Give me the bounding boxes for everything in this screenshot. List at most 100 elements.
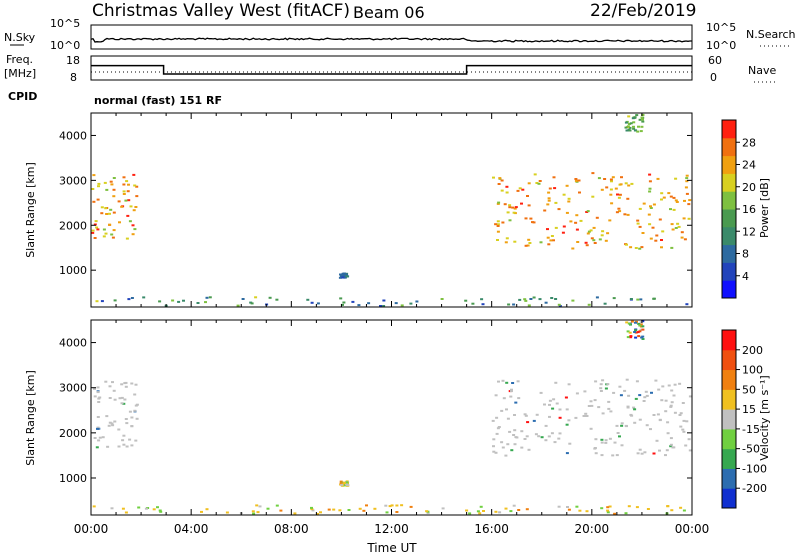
data-point [634, 331, 638, 334]
data-point [520, 430, 524, 433]
data-point [589, 229, 593, 232]
date-label: 22/Feb/2019 [590, 1, 696, 21]
data-point [685, 177, 689, 180]
data-point [628, 126, 632, 129]
data-point [524, 299, 528, 302]
data-point [548, 399, 552, 402]
data-point [524, 217, 528, 220]
data-point [629, 122, 633, 125]
data-point [685, 420, 689, 423]
data-point [520, 202, 523, 205]
data-point [590, 404, 594, 407]
data-point [625, 378, 629, 381]
data-point [577, 179, 581, 182]
data-point [123, 398, 127, 401]
data-point [504, 507, 508, 510]
data-point [656, 177, 660, 180]
data-point [106, 445, 110, 448]
data-point [611, 176, 615, 179]
noise-right-tick-bottom: 10^0 [706, 39, 736, 52]
data-point [683, 199, 686, 202]
data-point [566, 506, 569, 508]
data-point [594, 452, 598, 455]
data-point [125, 445, 129, 448]
data-point [600, 441, 604, 444]
data-point [688, 449, 692, 452]
data-point [547, 243, 551, 246]
data-point [508, 430, 512, 433]
data-point [616, 432, 620, 434]
colorbar-tick-label: 8 [742, 248, 749, 261]
colorbar-tick-label: -15 [742, 423, 760, 436]
data-point [96, 391, 100, 394]
data-point [645, 394, 649, 397]
data-point [592, 239, 596, 242]
data-point [648, 187, 652, 190]
data-point [640, 452, 644, 455]
data-point [152, 508, 156, 511]
data-point [627, 123, 631, 125]
data-point [500, 179, 504, 182]
data-point [518, 187, 522, 190]
velocity-data-points [92, 320, 692, 515]
data-point [525, 435, 529, 438]
data-point [574, 221, 578, 224]
data-point [558, 432, 562, 435]
data-point [565, 408, 569, 411]
data-point [624, 182, 628, 185]
data-point [135, 195, 139, 198]
data-point [464, 299, 468, 302]
data-point [512, 504, 516, 507]
data-point [500, 189, 504, 192]
data-point [527, 204, 531, 207]
data-point [512, 211, 516, 214]
data-point [674, 177, 678, 180]
data-point [395, 504, 399, 507]
data-point [665, 449, 669, 452]
freq-left-tick-bottom: 8 [70, 71, 77, 84]
data-point [497, 380, 500, 383]
data-point [626, 330, 630, 333]
data-point [606, 232, 610, 235]
data-point [585, 510, 589, 513]
freq-trace [91, 64, 692, 75]
data-point [619, 394, 623, 397]
data-point [548, 403, 551, 406]
data-point [504, 454, 508, 457]
data-point [681, 428, 685, 431]
data-point [527, 182, 531, 185]
data-point [669, 404, 673, 407]
data-point [669, 195, 673, 198]
data-point [518, 298, 522, 301]
data-point [177, 300, 181, 303]
data-point [97, 439, 101, 442]
data-point [592, 226, 596, 229]
data-point [341, 276, 345, 279]
data-point [633, 116, 637, 119]
data-point [362, 509, 366, 512]
colorbar-segment [722, 209, 736, 228]
data-point [134, 404, 138, 407]
data-point [517, 509, 521, 511]
data-point [110, 233, 114, 236]
data-point [108, 421, 112, 424]
data-point [601, 412, 605, 415]
data-point [583, 390, 587, 393]
data-point [384, 504, 388, 507]
data-point [606, 383, 610, 386]
data-point [513, 240, 517, 243]
cpid-text: normal (fast) 151 RF [94, 94, 222, 107]
data-point [626, 125, 630, 128]
data-point [609, 193, 613, 196]
data-point [110, 422, 114, 425]
data-point [400, 504, 404, 507]
data-point [627, 322, 631, 325]
data-point [648, 173, 652, 176]
data-point [394, 302, 398, 305]
noise-sky-label: N.Sky [4, 31, 36, 44]
data-point [553, 187, 557, 190]
data-point [554, 381, 558, 384]
data-point [633, 129, 637, 132]
data-point [658, 218, 662, 221]
data-point [498, 177, 502, 180]
